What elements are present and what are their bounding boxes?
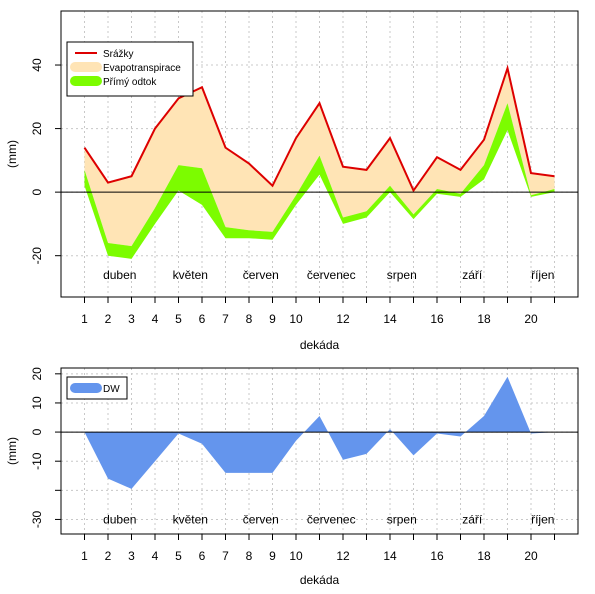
y-axis-label: (mm) xyxy=(5,140,19,168)
series-line-0 xyxy=(83,64,555,193)
month-label: červen xyxy=(243,512,279,526)
y-tick-label: 20 xyxy=(30,367,44,381)
month-label: červen xyxy=(243,268,279,282)
x-tick-label: 6 xyxy=(199,549,206,563)
x-tick-label: 12 xyxy=(336,549,350,563)
legend: Srážky Evapotranspirace Přímý odtok xyxy=(66,41,194,97)
x-tick-label: 18 xyxy=(477,549,491,563)
month-label: září xyxy=(462,268,483,282)
y-tick-label: 40 xyxy=(30,58,44,72)
legend-label: Evapotranspirace xyxy=(103,63,181,74)
y-tick-label: -20 xyxy=(30,247,44,265)
x-tick-label: 14 xyxy=(383,312,397,326)
x-tick-label: 1 xyxy=(81,549,88,563)
y-tick-label: 0 xyxy=(30,188,44,195)
x-tick-label: 8 xyxy=(246,549,253,563)
chart-panel-2: duben květen červen červenec srpen září říjen 1… xyxy=(5,367,579,587)
y-tick-label: 0 xyxy=(30,428,44,435)
month-label: duben xyxy=(103,268,136,282)
series-band-1 xyxy=(84,68,555,247)
y-tick-label: 20 xyxy=(30,122,44,136)
x-tick-label: 4 xyxy=(152,312,159,326)
x-tick-label: 2 xyxy=(105,312,112,326)
legend: DW xyxy=(66,376,128,400)
month-label: červenec xyxy=(307,512,356,526)
month-label: říjen xyxy=(531,512,554,526)
month-label: říjen xyxy=(531,268,554,282)
series-band-2 xyxy=(84,103,555,259)
month-label: duben xyxy=(103,512,136,526)
x-tick-label: 12 xyxy=(336,312,350,326)
legend-label: DW xyxy=(103,384,120,395)
x-tick-label: 10 xyxy=(289,549,303,563)
x-tick-label: 9 xyxy=(269,549,276,563)
x-tick-label: 1 xyxy=(81,312,88,326)
month-label: květen xyxy=(173,512,208,526)
x-axis-label: dekáda xyxy=(300,338,340,352)
x-tick-label: 10 xyxy=(289,312,303,326)
x-tick-label: 8 xyxy=(246,312,253,326)
x-tick-label: 6 xyxy=(199,312,206,326)
x-tick-label: 9 xyxy=(269,312,276,326)
x-tick-label: 3 xyxy=(128,312,135,326)
x-tick-label: 14 xyxy=(383,549,397,563)
month-label: květen xyxy=(173,268,208,282)
x-tick-label: 7 xyxy=(222,312,229,326)
x-tick-label: 16 xyxy=(430,549,444,563)
x-tick-label: 4 xyxy=(152,549,159,563)
month-label: srpen xyxy=(387,512,417,526)
y-tick-label: 10 xyxy=(30,396,44,410)
month-label: srpen xyxy=(387,268,417,282)
x-axis-label: dekáda xyxy=(300,573,340,587)
chart-panel-1: duben květen červen červenec srpen září říjen 1… xyxy=(5,10,579,352)
month-label: září xyxy=(462,512,483,526)
x-tick-label: 20 xyxy=(524,549,538,563)
y-tick-label: -30 xyxy=(30,510,44,528)
x-tick-label: 7 xyxy=(222,549,229,563)
month-label: červenec xyxy=(307,268,356,282)
x-tick-label: 5 xyxy=(175,549,182,563)
x-tick-label: 20 xyxy=(524,312,538,326)
x-tick-label: 2 xyxy=(105,549,112,563)
x-tick-label: 3 xyxy=(128,549,135,563)
x-tick-label: 16 xyxy=(430,312,444,326)
x-tick-label: 5 xyxy=(175,312,182,326)
legend-label: Přímý odtok xyxy=(103,77,157,88)
y-tick-label: -10 xyxy=(30,452,44,470)
legend-label: Srážky xyxy=(103,49,134,60)
x-tick-label: 18 xyxy=(477,312,491,326)
series-fill-0 xyxy=(84,376,555,489)
y-axis-label: (mm) xyxy=(5,437,19,465)
